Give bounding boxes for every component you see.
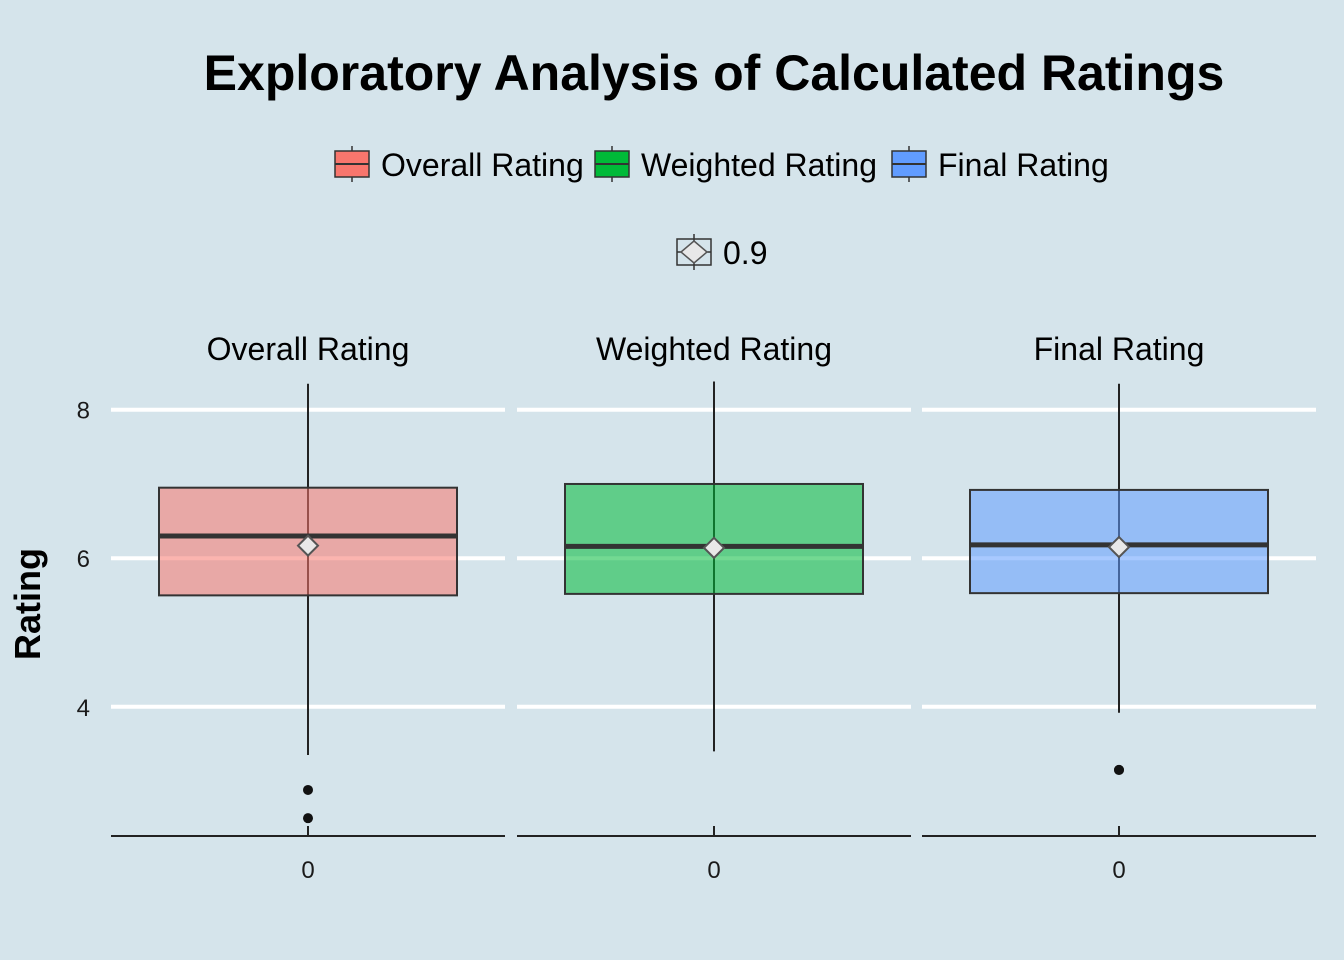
chart-title: Exploratory Analysis of Calculated Ratin…	[204, 45, 1225, 101]
legend: Overall Rating Weighted Rating Final Ratin…	[334, 146, 1109, 271]
outlier-point	[303, 813, 313, 824]
legend-item: Weighted Rating	[594, 146, 877, 183]
facet-panel: Final Rating 0	[922, 331, 1316, 884]
legend-label: 0.9	[723, 235, 767, 271]
y-tick-label: 8	[77, 398, 90, 425]
box	[158, 486, 458, 597]
mean-marker	[296, 534, 320, 558]
legend-label: Overall Rating	[381, 147, 584, 183]
y-axis-label: Rating	[7, 548, 48, 660]
mean-marker	[702, 536, 726, 560]
y-tick-label: 4	[77, 695, 90, 722]
outlier-point	[1114, 764, 1124, 775]
facet-label: Weighted Rating	[596, 331, 832, 367]
facet-panel: Weighted Rating 0	[517, 331, 911, 884]
legend-label: Weighted Rating	[641, 147, 877, 183]
mean-marker	[1107, 535, 1131, 559]
outlier-point	[303, 784, 313, 795]
y-tick-label: 6	[77, 546, 90, 573]
facet-panel: Overall Rating 0	[111, 331, 505, 884]
legend-item-alpha: 0.9	[676, 234, 767, 271]
legend-label: Final Rating	[938, 147, 1109, 183]
legend-item: Overall Rating	[334, 146, 584, 183]
x-tick-label: 0	[301, 857, 314, 884]
legend-key-diamond	[679, 240, 709, 264]
facet-label: Overall Rating	[207, 331, 410, 367]
legend-item: Final Rating	[891, 146, 1109, 183]
x-tick-label: 0	[1112, 857, 1125, 884]
x-tick-label: 0	[707, 857, 720, 884]
facet-label: Final Rating	[1034, 331, 1205, 367]
